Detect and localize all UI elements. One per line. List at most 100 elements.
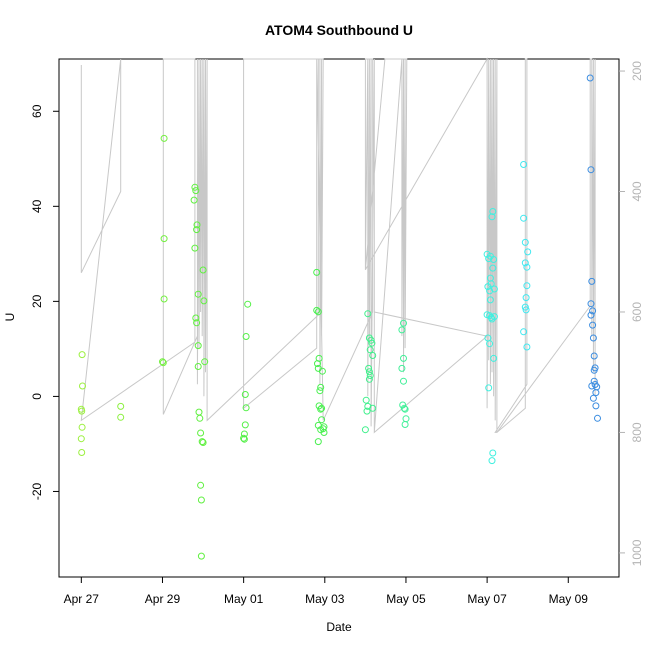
data-point xyxy=(522,306,530,314)
vertical-profile-tracks xyxy=(80,57,596,434)
right-tick-label: 200 xyxy=(630,61,644,81)
data-point xyxy=(589,394,597,402)
data-point xyxy=(524,248,532,256)
data-point xyxy=(402,415,410,423)
data-point xyxy=(316,387,324,395)
data-point xyxy=(398,326,406,334)
data-point xyxy=(523,263,531,271)
data-point xyxy=(522,294,530,302)
data-point xyxy=(489,449,497,457)
data-point xyxy=(197,429,205,437)
y-axis-right: 200 400 600 800 1000 xyxy=(619,61,644,566)
data-point xyxy=(193,319,201,327)
data-point xyxy=(318,367,326,375)
data-point xyxy=(486,287,494,295)
data-point xyxy=(159,359,167,367)
data-point xyxy=(366,346,374,354)
data-point xyxy=(197,552,205,560)
y-tick-label: 0 xyxy=(30,393,44,400)
data-point xyxy=(488,457,496,465)
data-point xyxy=(78,423,86,431)
data-point xyxy=(486,296,494,304)
data-point xyxy=(317,405,325,413)
data-point xyxy=(191,244,199,252)
data-point xyxy=(318,416,326,424)
data-point xyxy=(488,315,496,323)
data-point xyxy=(520,328,528,336)
data-point xyxy=(197,481,205,489)
data-point xyxy=(241,391,249,398)
data-point xyxy=(192,314,200,322)
data-point xyxy=(587,166,595,174)
data-point xyxy=(317,383,325,391)
data-point xyxy=(242,333,250,340)
data-point xyxy=(369,352,377,359)
data-point xyxy=(367,336,375,344)
data-point xyxy=(589,307,597,315)
data-point xyxy=(520,214,528,222)
plot-frame xyxy=(58,58,620,578)
data-point xyxy=(594,414,601,422)
data-point xyxy=(195,408,203,416)
data-point xyxy=(398,364,406,372)
x-tick-label: May 07 xyxy=(467,592,507,606)
data-point xyxy=(401,421,409,428)
data-point xyxy=(191,183,199,191)
right-tick-label: 600 xyxy=(630,302,644,322)
data-point xyxy=(484,283,492,291)
data-point xyxy=(485,384,493,392)
data-point xyxy=(488,213,496,221)
data-point xyxy=(520,161,528,168)
data-points xyxy=(77,74,601,560)
data-point xyxy=(369,404,377,412)
y-tick-label: -20 xyxy=(30,482,44,500)
data-point xyxy=(314,308,322,316)
data-point xyxy=(589,321,597,329)
right-tick-label: 400 xyxy=(630,181,644,201)
x-tick-label: May 05 xyxy=(386,592,426,606)
data-point xyxy=(198,438,206,446)
data-point xyxy=(521,303,529,311)
x-axis: Apr 27 Apr 29 May 01 May 03 May 05 May 07 May … xyxy=(64,576,589,606)
data-point xyxy=(592,402,600,410)
data-point xyxy=(192,187,200,195)
data-point xyxy=(160,134,168,142)
data-point xyxy=(588,382,596,390)
y-tick-label: 20 xyxy=(30,294,44,308)
chart-title: ATOM4 Southbound U xyxy=(265,22,413,38)
data-point xyxy=(361,426,369,434)
data-point xyxy=(194,363,202,370)
data-point xyxy=(159,358,166,366)
data-point xyxy=(490,313,498,321)
data-point xyxy=(400,319,407,327)
data-point xyxy=(365,364,373,372)
data-point xyxy=(199,439,207,446)
data-point xyxy=(365,375,373,383)
data-point xyxy=(117,413,125,421)
x-tick-label: May 09 xyxy=(549,592,589,606)
data-point xyxy=(588,277,596,285)
data-point xyxy=(240,435,248,443)
data-point xyxy=(368,339,376,347)
data-point xyxy=(194,342,202,350)
data-point xyxy=(196,414,204,422)
data-point xyxy=(160,235,168,243)
data-point xyxy=(242,404,250,412)
data-point xyxy=(240,430,248,438)
data-point xyxy=(490,256,498,263)
data-point xyxy=(364,310,372,318)
y-axis-label: U xyxy=(3,313,17,322)
data-point xyxy=(78,449,86,456)
data-point xyxy=(194,290,202,298)
data-point xyxy=(485,255,493,263)
right-tick-label: 1000 xyxy=(630,539,644,566)
data-point xyxy=(366,372,374,379)
data-point xyxy=(587,300,595,308)
data-point xyxy=(400,377,407,385)
data-point xyxy=(363,407,371,415)
data-point xyxy=(240,434,248,442)
data-point xyxy=(592,389,600,397)
x-axis-label: Date xyxy=(326,620,352,634)
data-point xyxy=(160,295,168,303)
